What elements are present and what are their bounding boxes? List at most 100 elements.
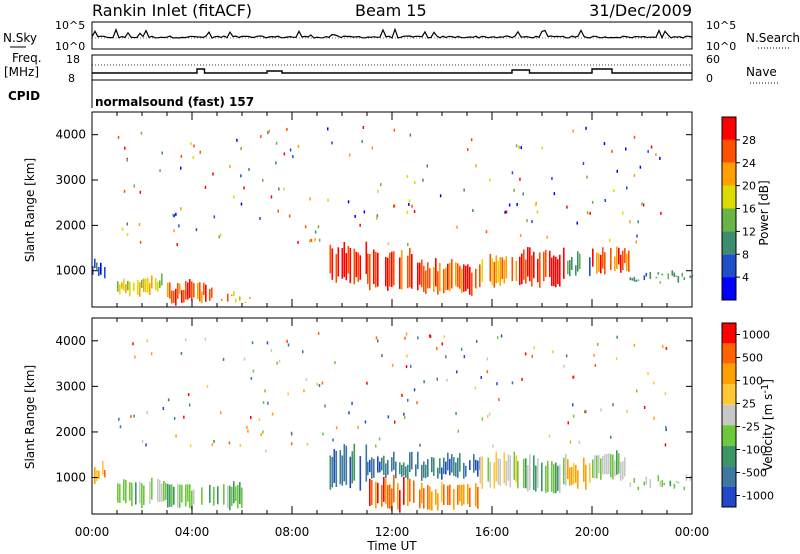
data-speckle bbox=[407, 243, 409, 246]
data-streak bbox=[495, 255, 498, 284]
data-streak bbox=[443, 269, 445, 294]
data-streak bbox=[618, 453, 620, 474]
data-streak bbox=[439, 263, 441, 292]
data-speckle bbox=[404, 416, 406, 419]
colorbar-tick-label: 12 bbox=[742, 225, 756, 238]
y-tick-label: 3000 bbox=[55, 379, 86, 393]
data-streak bbox=[543, 251, 545, 282]
data-streak bbox=[631, 278, 634, 281]
data-streak bbox=[511, 257, 514, 281]
data-streak bbox=[433, 457, 435, 476]
data-speckle bbox=[572, 403, 574, 407]
data-speckle bbox=[393, 204, 395, 208]
data-speckle bbox=[463, 188, 465, 192]
data-streak bbox=[629, 277, 632, 281]
data-speckle bbox=[259, 217, 261, 220]
data-speckle bbox=[572, 414, 575, 418]
data-speckle bbox=[664, 443, 667, 447]
data-speckle bbox=[278, 359, 281, 363]
data-streak bbox=[505, 256, 508, 279]
data-speckle bbox=[647, 149, 649, 153]
data-speckle bbox=[511, 381, 514, 385]
data-streak bbox=[329, 244, 332, 274]
colorbar-cell bbox=[722, 254, 736, 278]
data-speckle bbox=[565, 354, 568, 358]
data-speckle bbox=[463, 355, 466, 359]
noise-right-tick-bottom: 10^0 bbox=[706, 40, 736, 53]
data-streak bbox=[231, 294, 233, 296]
data-speckle bbox=[219, 233, 222, 237]
nave-label: Nave bbox=[746, 65, 777, 79]
data-speckle bbox=[660, 211, 662, 215]
data-streak bbox=[151, 477, 153, 500]
data-speckle bbox=[270, 195, 273, 199]
data-speckle bbox=[610, 435, 612, 439]
data-speckle bbox=[653, 416, 655, 420]
data-streak bbox=[161, 273, 163, 286]
data-streak bbox=[493, 462, 496, 489]
data-speckle bbox=[180, 207, 182, 211]
colorbar-tick-label: 500 bbox=[742, 352, 763, 365]
data-streak bbox=[353, 443, 356, 481]
data-streak bbox=[235, 298, 237, 303]
data-streak bbox=[353, 248, 356, 285]
noise-left-tick-bottom: 10^0 bbox=[55, 40, 85, 53]
data-speckle bbox=[584, 410, 586, 414]
y-tick-label: 1000 bbox=[55, 471, 86, 485]
data-streak bbox=[221, 298, 223, 302]
data-speckle bbox=[351, 401, 353, 405]
data-speckle bbox=[492, 444, 494, 448]
time-tick-label: 20:00 bbox=[575, 525, 610, 539]
colorbar-tick-label: 100 bbox=[742, 375, 763, 388]
data-speckle bbox=[118, 417, 120, 421]
nave-tick-top: 60 bbox=[706, 53, 720, 66]
data-streak bbox=[614, 256, 616, 271]
data-streak bbox=[239, 296, 241, 301]
data-speckle bbox=[662, 345, 664, 349]
data-speckle bbox=[481, 417, 484, 421]
data-streak bbox=[451, 454, 453, 473]
data-streak bbox=[169, 484, 171, 507]
data-speckle bbox=[327, 198, 329, 202]
data-streak bbox=[628, 250, 630, 272]
time-tick-label: 04:00 bbox=[175, 525, 210, 539]
data-streak bbox=[223, 484, 225, 505]
data-streak bbox=[98, 470, 100, 479]
data-streak bbox=[399, 490, 401, 513]
colorbar-tick-label: 1000 bbox=[742, 329, 770, 342]
data-streak bbox=[525, 259, 527, 284]
data-streak bbox=[173, 486, 175, 505]
velocity-colorbar-label-main: Velocity [m s bbox=[761, 394, 775, 471]
data-streak bbox=[463, 264, 465, 292]
data-speckle bbox=[173, 229, 175, 233]
data-speckle bbox=[126, 158, 128, 162]
data-speckle bbox=[270, 349, 273, 353]
data-speckle bbox=[456, 225, 458, 229]
data-speckle bbox=[487, 414, 489, 418]
data-streak bbox=[117, 483, 119, 503]
data-speckle bbox=[585, 126, 587, 130]
data-streak bbox=[185, 484, 187, 507]
data-speckle bbox=[665, 428, 667, 432]
data-speckle bbox=[347, 200, 350, 204]
data-speckle bbox=[460, 347, 463, 351]
data-speckle bbox=[635, 240, 637, 244]
data-speckle bbox=[366, 381, 368, 385]
noise-left-label: N.Sky bbox=[3, 31, 37, 45]
velocity-colorbar-label-sup: -1 bbox=[760, 384, 771, 394]
freq-tick-top: 18 bbox=[66, 53, 80, 66]
data-streak bbox=[573, 463, 575, 484]
data-streak bbox=[457, 263, 459, 288]
data-streak bbox=[610, 454, 612, 478]
data-speckle bbox=[419, 443, 421, 447]
data-streak bbox=[125, 479, 127, 504]
data-streak bbox=[369, 459, 371, 473]
colorbar-cell bbox=[722, 139, 736, 163]
data-streak bbox=[393, 475, 395, 503]
data-speckle bbox=[457, 429, 459, 433]
data-speckle bbox=[187, 393, 190, 397]
data-speckle bbox=[428, 334, 431, 338]
data-streak bbox=[159, 479, 161, 503]
data-streak bbox=[535, 465, 537, 492]
data-speckle bbox=[405, 332, 408, 336]
